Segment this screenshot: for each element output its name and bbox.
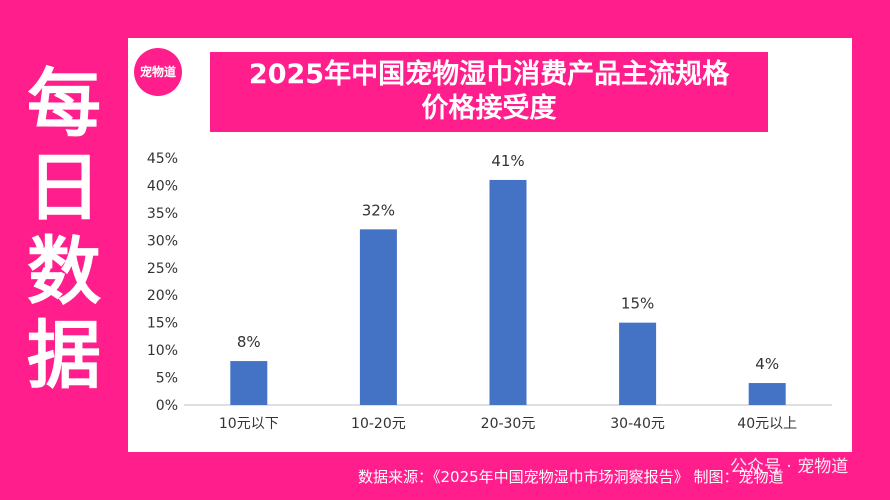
y-tick-label: 25% xyxy=(147,261,178,277)
y-tick-label: 20% xyxy=(147,288,178,304)
bar xyxy=(230,361,268,405)
y-tick-label: 35% xyxy=(147,206,178,222)
data-label: 4% xyxy=(755,355,779,373)
y-tick-label: 45% xyxy=(147,151,178,167)
side-title-char: 数 xyxy=(27,229,101,315)
side-title-char: 据 xyxy=(27,313,101,399)
y-tick-label: 30% xyxy=(147,233,178,249)
side-title-char: 每 xyxy=(27,61,101,147)
bar xyxy=(619,322,657,405)
chart-title-line1: 2025年中国宠物湿巾消费产品主流规格 xyxy=(248,59,730,90)
brand-logo: 宠物道 xyxy=(134,48,182,96)
bar xyxy=(359,229,397,405)
data-label: 32% xyxy=(362,201,395,219)
watermark: 公众号 · 宠物道 xyxy=(730,457,849,477)
x-tick-label: 30-40元 xyxy=(610,416,665,432)
bar-chart: 0% 5% 10% 15% 20% 25% 30% 35% 40% 45% 8% 10元以下 32% 10… xyxy=(147,151,832,432)
y-tick-label: 5% xyxy=(156,371,178,387)
x-tick-label: 10元以下 xyxy=(219,416,279,432)
y-tick-label: 10% xyxy=(147,343,178,359)
source-note: 数据来源：《2025年中国宠物湿巾市场洞察报告》 制图：宠物道 xyxy=(358,468,784,486)
side-title: 每 日 数 据 xyxy=(14,62,114,398)
y-tick-label: 15% xyxy=(147,316,178,332)
x-tick-label: 40元以上 xyxy=(737,416,797,432)
chart-title-banner: 2025年中国宠物湿巾消费产品主流规格 价格接受度 xyxy=(210,52,768,132)
y-tick-label: 0% xyxy=(156,398,178,414)
side-title-char: 日 xyxy=(27,145,101,231)
data-label: 8% xyxy=(237,333,261,351)
x-tick-label: 10-20元 xyxy=(351,416,406,432)
data-label: 41% xyxy=(491,152,524,170)
bar xyxy=(748,383,786,405)
data-label: 15% xyxy=(621,295,654,313)
x-tick-label: 20-30元 xyxy=(481,416,536,432)
bar xyxy=(489,179,527,405)
chart-title-line2: 价格接受度 xyxy=(421,93,557,124)
y-tick-label: 40% xyxy=(147,178,178,194)
